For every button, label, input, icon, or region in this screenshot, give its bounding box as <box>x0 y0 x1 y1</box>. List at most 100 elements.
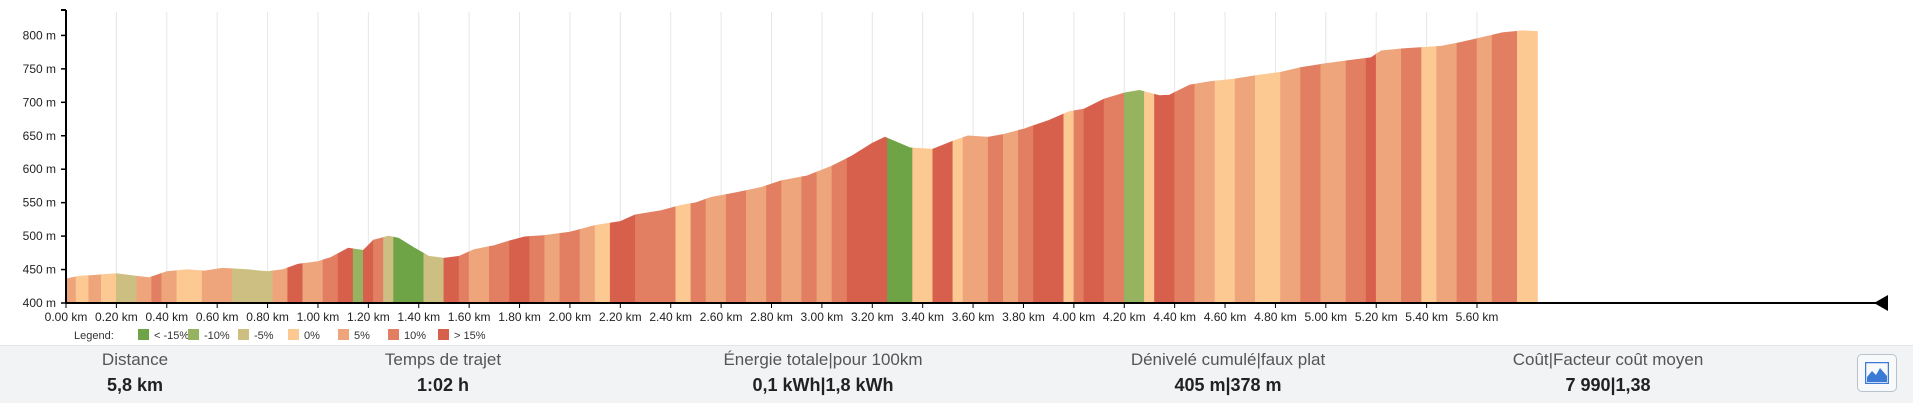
gradient-segment <box>1456 38 1478 304</box>
gradient-segment <box>559 229 581 304</box>
x-tick-label: 4.60 km <box>1204 310 1247 324</box>
gradient-segment <box>1345 57 1367 304</box>
gradient-segment <box>393 236 425 304</box>
y-tick-label: 550 m <box>23 196 56 210</box>
x-tick-label: 3.00 km <box>801 310 844 324</box>
gradient-segment <box>75 275 89 304</box>
legend-swatch <box>188 329 199 340</box>
gradient-segment <box>887 137 913 304</box>
gradient-segment <box>363 239 374 304</box>
gradient-segment <box>1320 60 1347 304</box>
x-tick-label: 5.00 km <box>1304 310 1347 324</box>
stat-elevation: Dénivelé cumulé|faux plat 405 m|378 m <box>1048 349 1408 399</box>
x-tick-label: 3.40 km <box>901 310 944 324</box>
stat-value: 405 m|378 m <box>1174 375 1282 395</box>
gradient-segment <box>1033 113 1065 304</box>
gradient-segment <box>846 136 888 304</box>
stat-label: Énergie totale|pour 100km <box>723 350 923 369</box>
gradient-segment <box>1491 30 1518 304</box>
gradient-segment <box>383 235 394 304</box>
x-tick-label: 1.00 km <box>297 310 340 324</box>
gradient-segment <box>443 255 460 304</box>
y-tick-label: 400 m <box>23 296 56 310</box>
gradient-segment <box>544 233 561 304</box>
legend-label: -10% <box>204 330 230 342</box>
gradient-segment <box>1073 108 1085 304</box>
gradient-segment <box>272 267 288 304</box>
gradient-segment <box>101 273 117 304</box>
elevation-area <box>65 30 1538 304</box>
gradient-segment <box>287 263 304 304</box>
x-tick-label: 2.20 km <box>599 310 642 324</box>
stat-label: Dénivelé cumulé|faux plat <box>1130 350 1326 369</box>
x-tick-label: 4.80 km <box>1254 310 1297 324</box>
gradient-segment <box>201 267 233 304</box>
x-tick-label: 5.20 km <box>1355 310 1398 324</box>
gradient-segment <box>1234 75 1256 304</box>
elevation-profile-button[interactable] <box>1857 354 1897 392</box>
gradient-segment <box>1375 48 1402 304</box>
gradient-segment <box>352 248 364 304</box>
stat-label: Coût|Facteur coût moyen <box>1512 350 1704 369</box>
gradient-segment <box>1194 80 1216 304</box>
gradient-segment <box>1018 125 1034 304</box>
gradient-segment <box>781 176 802 304</box>
route-stats-panel: Distance 5,8 km Temps de trajet 1:02 h É… <box>0 345 1913 403</box>
gradient-segment <box>1300 63 1322 304</box>
gradient-segment <box>987 134 1004 304</box>
y-tick-label: 650 m <box>23 129 56 143</box>
gradient-segment <box>725 190 747 304</box>
x-tick-label: 0.40 km <box>145 310 188 324</box>
gradient-segment <box>322 253 339 304</box>
gradient-segment <box>1214 78 1236 304</box>
gradient-segment <box>116 273 137 304</box>
gradient-segment <box>423 252 445 304</box>
gradient-segment <box>176 269 203 304</box>
gradient-segment <box>1517 30 1538 304</box>
stat-value: 1:02 h <box>416 375 470 395</box>
x-tick-label: 5.40 km <box>1405 310 1448 324</box>
x-tick-label: 2.80 km <box>750 310 793 324</box>
legend-label: 5% <box>354 330 370 342</box>
gradient-segment <box>1421 46 1437 304</box>
gradient-segment <box>1154 91 1175 304</box>
x-tick-label: 1.20 km <box>347 310 390 324</box>
gradient-segment <box>458 251 470 304</box>
y-tick-label: 750 m <box>23 62 56 76</box>
gradient-segment <box>88 274 102 304</box>
x-tick-label: 0.80 km <box>246 310 289 324</box>
x-tick-label: 0.00 km <box>45 310 88 324</box>
legend: Legend: < -15% -10% -5% 0% 5% 10% > 15% <box>74 329 486 342</box>
gradient-segment <box>705 194 727 304</box>
chart-axes <box>61 9 1888 311</box>
legend-label: > 15% <box>454 330 486 342</box>
gradient-segment <box>609 214 636 304</box>
y-tick-label: 500 m <box>23 229 56 243</box>
legend-swatch <box>288 329 299 340</box>
gradient-segment <box>302 259 324 304</box>
legend-label: -5% <box>254 330 274 342</box>
position-marker-icon[interactable] <box>1874 295 1888 311</box>
x-tick-label: 3.80 km <box>1002 310 1045 324</box>
gradient-segment <box>635 206 677 304</box>
gradient-segment <box>489 240 510 304</box>
gradient-segment <box>1476 34 1493 304</box>
y-tick-label: 450 m <box>23 263 56 277</box>
gradient-segment <box>1103 92 1125 304</box>
gradient-segment <box>1255 71 1281 304</box>
gradient-segment <box>1144 91 1155 304</box>
gradient-segment <box>766 180 782 304</box>
y-tick-label: 800 m <box>23 28 56 42</box>
gradient-segment <box>746 185 767 304</box>
gradient-segment <box>151 272 162 304</box>
stat-distance: Distance 5,8 km <box>0 349 315 399</box>
stat-travel-time: Temps de trajet 1:02 h <box>263 349 623 399</box>
gradient-segment <box>801 171 818 304</box>
x-tick-label: 0.20 km <box>95 310 138 324</box>
legend-label: 10% <box>404 330 426 342</box>
elevation-profile-chart: 400 m 450 m 500 m 550 m 600 m 650 m 700 m 750 m… <box>23 9 1888 342</box>
x-tick-label: 4.40 km <box>1153 310 1196 324</box>
gradient-segment <box>65 276 77 304</box>
gradient-segment <box>675 203 692 304</box>
x-tick-label: 2.60 km <box>700 310 743 324</box>
